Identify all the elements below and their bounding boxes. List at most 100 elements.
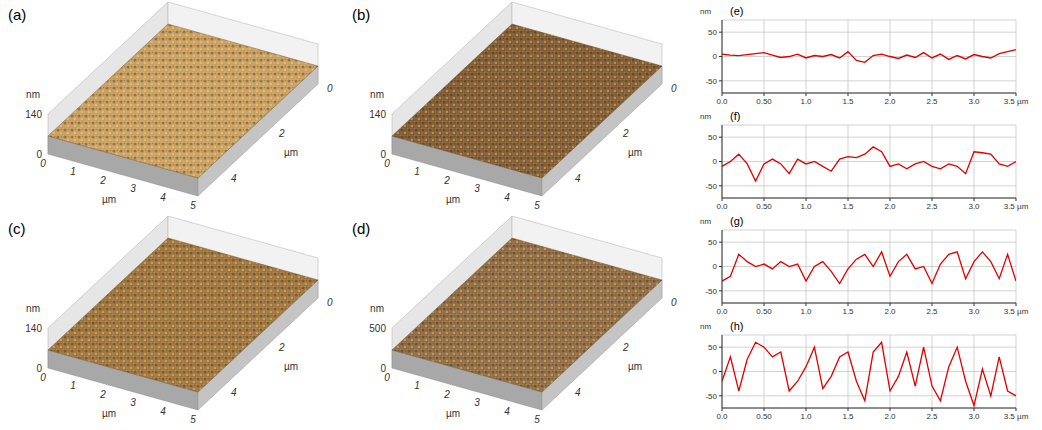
svg-text:nm: nm <box>26 303 40 314</box>
svg-text:3.0: 3.0 <box>968 307 980 316</box>
svg-text:4: 4 <box>575 173 581 184</box>
svg-text:2: 2 <box>622 128 629 139</box>
svg-text:5: 5 <box>190 200 196 211</box>
svg-text:2: 2 <box>443 389 450 400</box>
svg-text:-50: -50 <box>705 392 717 401</box>
svg-text:2: 2 <box>443 175 450 186</box>
svg-text:4: 4 <box>231 387 237 398</box>
svg-text:(d): (d) <box>352 220 370 237</box>
svg-text:1.0: 1.0 <box>800 97 812 106</box>
svg-text:2.5: 2.5 <box>926 202 938 211</box>
svg-text:3.0: 3.0 <box>968 202 980 211</box>
svg-text:(c): (c) <box>8 220 26 237</box>
svg-text:3.5 µm: 3.5 µm <box>1004 412 1029 421</box>
svg-text:1: 1 <box>70 380 76 391</box>
svg-text:4: 4 <box>504 192 510 203</box>
svg-text:µm: µm <box>446 194 460 205</box>
svg-text:2.0: 2.0 <box>884 97 896 106</box>
svg-text:3: 3 <box>130 183 136 194</box>
svg-text:0: 0 <box>327 297 333 308</box>
svg-text:0: 0 <box>327 83 333 94</box>
svg-text:2.0: 2.0 <box>884 202 896 211</box>
svg-text:2: 2 <box>622 342 629 353</box>
svg-text:µm: µm <box>102 408 116 419</box>
svg-text:5: 5 <box>534 414 540 425</box>
svg-text:2.0: 2.0 <box>884 307 896 316</box>
svg-text:4: 4 <box>160 406 166 417</box>
svg-text:0.50: 0.50 <box>756 307 772 316</box>
svg-text:nm: nm <box>370 89 384 100</box>
svg-text:50: 50 <box>708 133 717 142</box>
svg-text:50: 50 <box>708 238 717 247</box>
svg-text:0: 0 <box>713 52 718 61</box>
svg-text:3.0: 3.0 <box>968 97 980 106</box>
svg-text:µm: µm <box>446 408 460 419</box>
svg-text:3.5 µm: 3.5 µm <box>1004 97 1029 106</box>
svg-text:0.0: 0.0 <box>716 97 728 106</box>
svg-text:3: 3 <box>474 183 480 194</box>
svg-text:µm: µm <box>102 194 116 205</box>
svg-text:0: 0 <box>384 158 390 169</box>
svg-text:5: 5 <box>534 200 540 211</box>
svg-text:5: 5 <box>190 414 196 425</box>
svg-text:3: 3 <box>130 397 136 408</box>
svg-text:3: 3 <box>474 397 480 408</box>
svg-text:4: 4 <box>160 192 166 203</box>
svg-text:µm: µm <box>284 361 298 372</box>
svg-text:1: 1 <box>70 166 76 177</box>
svg-text:2.5: 2.5 <box>926 412 938 421</box>
svg-text:0.0: 0.0 <box>716 412 728 421</box>
svg-text:2.5: 2.5 <box>926 307 938 316</box>
svg-text:3.5 µm: 3.5 µm <box>1004 202 1029 211</box>
svg-text:0: 0 <box>671 297 677 308</box>
svg-text:1.5: 1.5 <box>842 412 854 421</box>
svg-text:4: 4 <box>504 406 510 417</box>
svg-text:0: 0 <box>713 157 718 166</box>
svg-text:1.0: 1.0 <box>800 202 812 211</box>
svg-text:1.5: 1.5 <box>842 202 854 211</box>
svg-text:1.0: 1.0 <box>800 412 812 421</box>
svg-text:140: 140 <box>25 109 42 120</box>
svg-text:0: 0 <box>713 262 718 271</box>
svg-text:2.0: 2.0 <box>884 412 896 421</box>
svg-text:1.5: 1.5 <box>842 307 854 316</box>
svg-text:0.0: 0.0 <box>716 202 728 211</box>
svg-text:0.50: 0.50 <box>756 412 772 421</box>
svg-text:1.5: 1.5 <box>842 97 854 106</box>
svg-text:1: 1 <box>414 380 420 391</box>
svg-text:-50: -50 <box>705 182 717 191</box>
svg-text:µm: µm <box>284 147 298 158</box>
svg-text:4: 4 <box>231 173 237 184</box>
svg-text:(b): (b) <box>352 6 370 23</box>
svg-text:0: 0 <box>384 372 390 383</box>
svg-text:nm: nm <box>26 89 40 100</box>
svg-text:50: 50 <box>708 28 717 37</box>
svg-text:µm: µm <box>628 361 642 372</box>
svg-text:140: 140 <box>25 323 42 334</box>
svg-text:1.0: 1.0 <box>800 307 812 316</box>
svg-text:-50: -50 <box>705 77 717 86</box>
svg-text:140: 140 <box>369 109 386 120</box>
svg-text:0: 0 <box>40 372 46 383</box>
svg-text:(a): (a) <box>8 6 26 23</box>
svg-text:nm: nm <box>370 303 384 314</box>
svg-text:1: 1 <box>414 166 420 177</box>
svg-text:0: 0 <box>713 367 718 376</box>
svg-text:2: 2 <box>278 342 285 353</box>
svg-text:0: 0 <box>671 83 677 94</box>
svg-text:500: 500 <box>369 323 386 334</box>
svg-text:4: 4 <box>575 387 581 398</box>
svg-text:3.0: 3.0 <box>968 412 980 421</box>
svg-text:0.50: 0.50 <box>756 202 772 211</box>
svg-text:50: 50 <box>708 343 717 352</box>
svg-text:0: 0 <box>40 158 46 169</box>
svg-text:µm: µm <box>628 147 642 158</box>
svg-text:2.5: 2.5 <box>926 97 938 106</box>
svg-text:3.5 µm: 3.5 µm <box>1004 307 1029 316</box>
svg-text:0.50: 0.50 <box>756 97 772 106</box>
svg-text:-50: -50 <box>705 287 717 296</box>
svg-text:2: 2 <box>278 128 285 139</box>
svg-text:2: 2 <box>99 389 106 400</box>
svg-text:2: 2 <box>99 175 106 186</box>
svg-text:0.0: 0.0 <box>716 307 728 316</box>
